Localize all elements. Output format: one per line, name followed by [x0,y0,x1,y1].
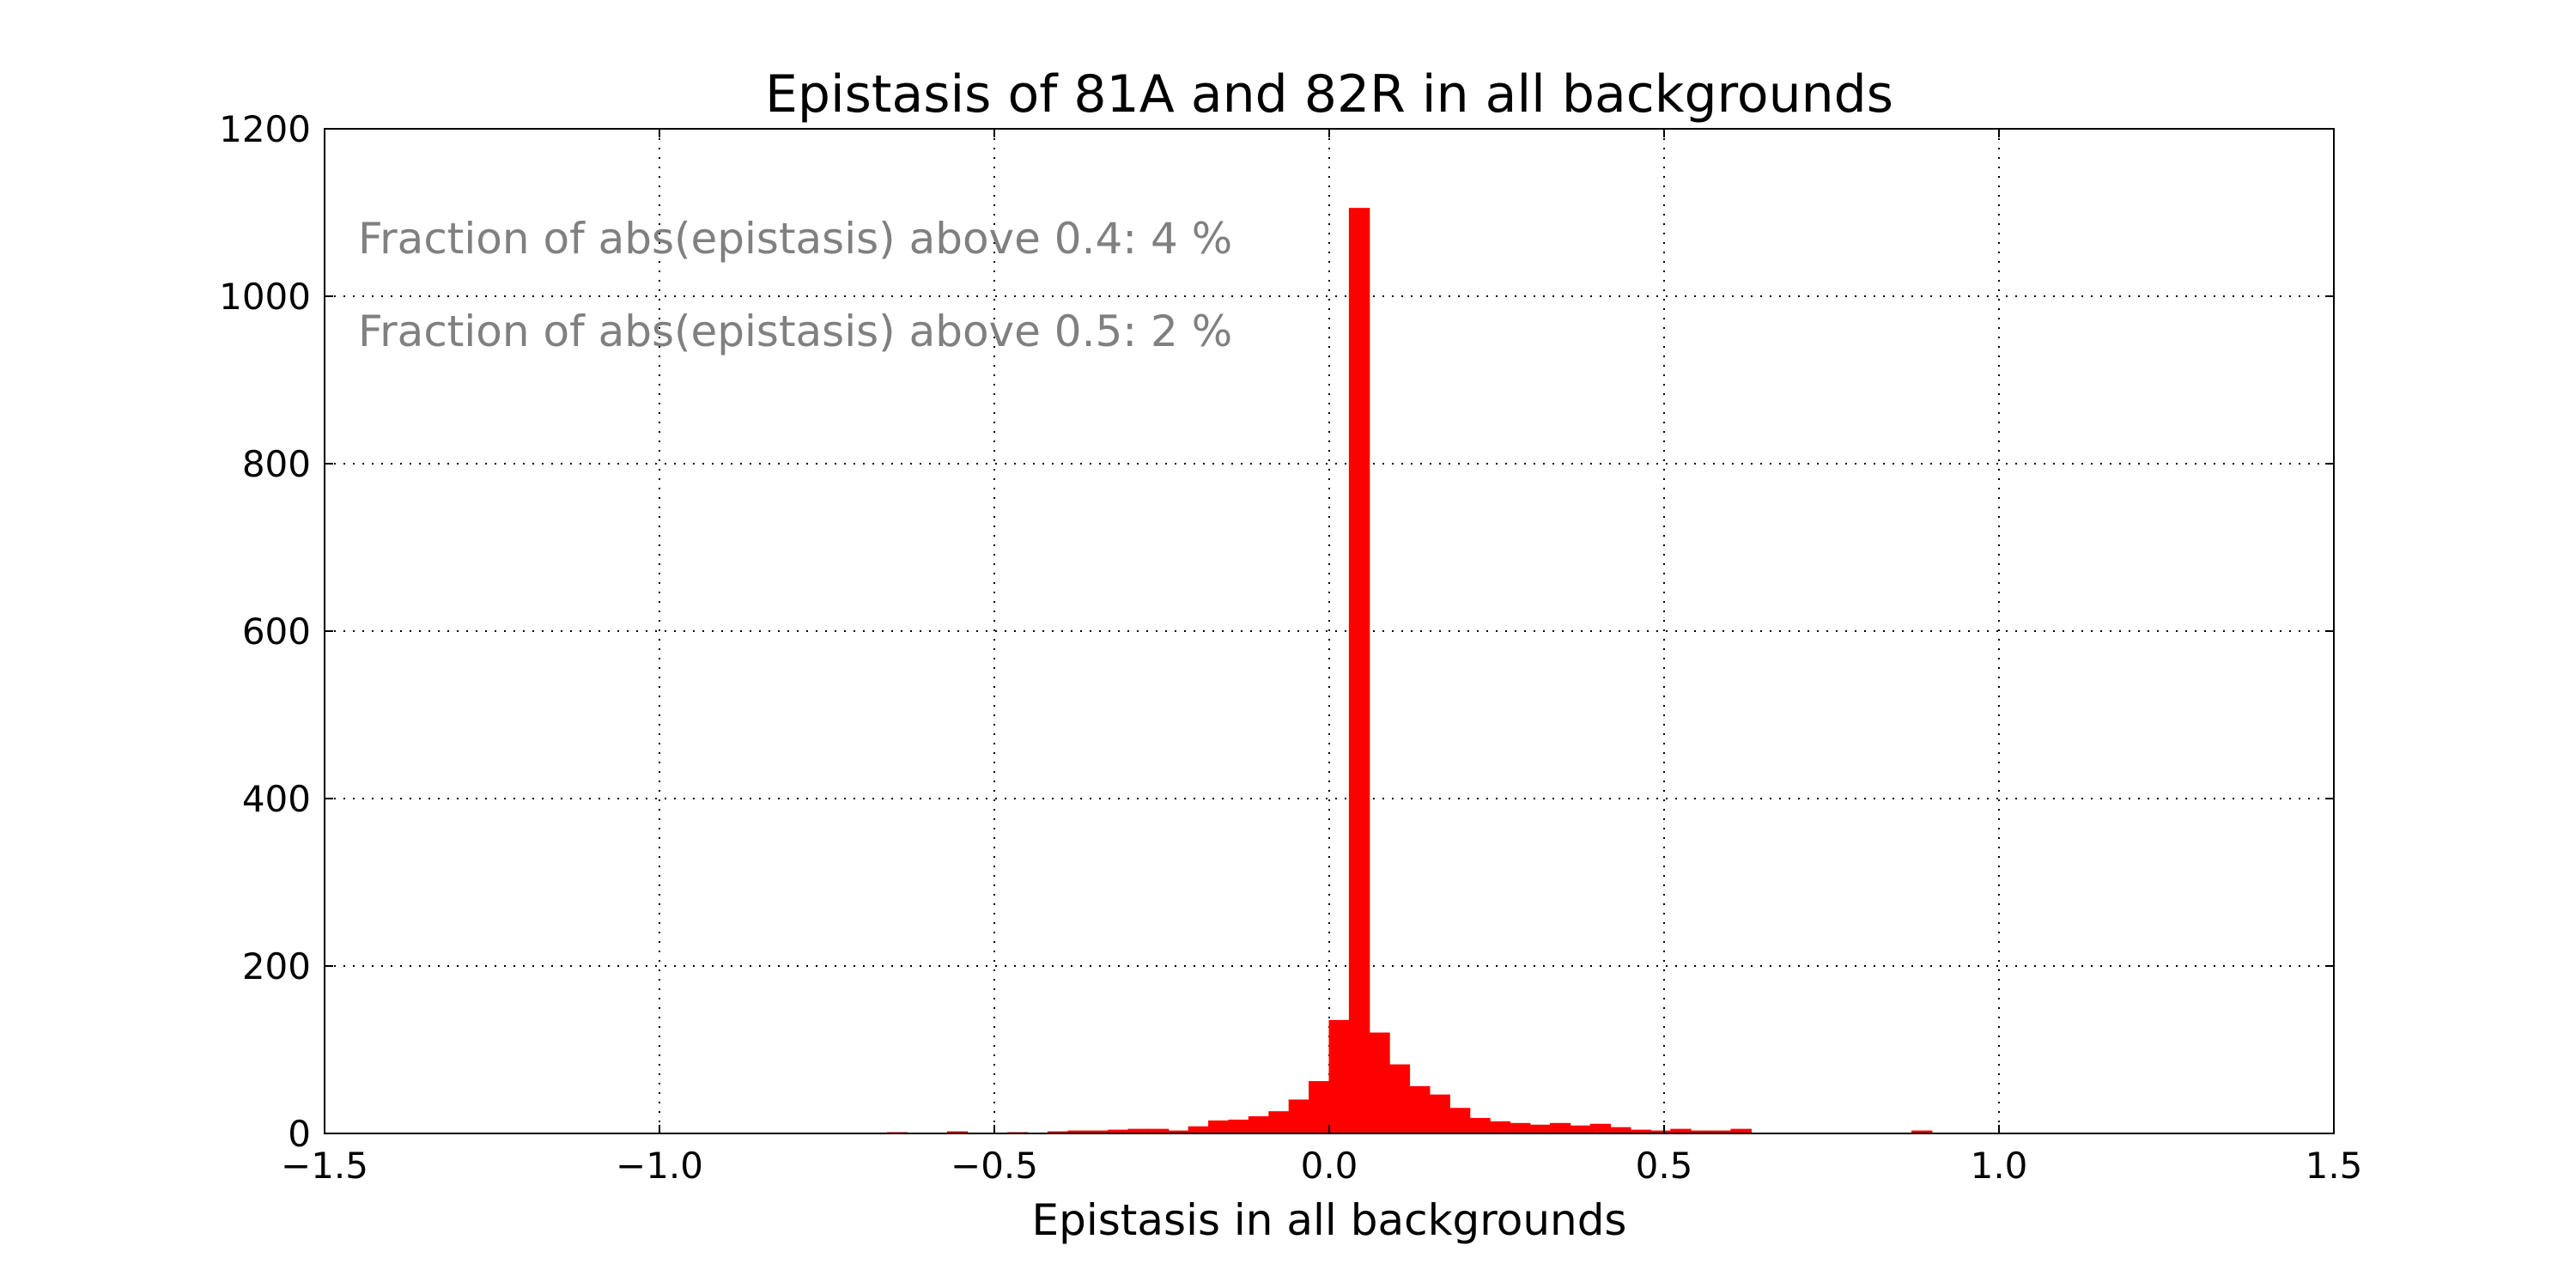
histogram-bar [1309,1081,1330,1134]
histogram-bar [1208,1120,1230,1134]
y-tick-label: 400 [242,778,311,820]
histogram-bar [1549,1122,1571,1134]
histogram-bar [1348,208,1370,1134]
x-tick-label: 1.5 [2306,1145,2363,1187]
histogram-bar [1610,1127,1631,1134]
y-tick-label: 600 [242,611,311,653]
y-axis-ticks: 0 200 400 600 800 1000 1200 [219,108,2334,1155]
histogram-bar [1449,1108,1471,1134]
x-tick-label: 0.0 [1301,1145,1358,1187]
x-tick-label: −0.5 [951,1145,1038,1187]
y-tick-label: 1000 [219,276,311,318]
annotation-fraction-above-0-5: Fraction of abs(epistasis) above 0.5: 2 … [358,307,1232,356]
histogram-bars [886,208,1933,1134]
histogram-bar [1489,1121,1511,1134]
x-tick-label: −1.5 [281,1145,368,1187]
x-axis-label: Epistasis in all backgrounds [1032,1195,1627,1245]
histogram-bar [1529,1124,1551,1134]
histogram-bar [1388,1064,1411,1134]
histogram-bar [1268,1111,1290,1134]
grid-lines [324,128,2335,1134]
y-tick-label: 200 [242,945,311,987]
y-tick-label: 1200 [219,108,311,150]
histogram-bar [1429,1094,1450,1134]
y-tick-label: 0 [288,1113,311,1155]
x-tick-label: 0.5 [1636,1145,1693,1187]
histogram-bar [1288,1099,1310,1134]
histogram-bar [1409,1085,1431,1134]
histogram-bar [1328,1019,1350,1134]
histogram-bar [1248,1116,1270,1134]
chart-title: Epistasis of 81A and 82R in all backgrou… [765,64,1893,125]
histogram-bar [1228,1119,1249,1134]
x-tick-label: −1.0 [616,1145,703,1187]
x-axis-ticks: −1.5 −1.0 −0.5 0.0 0.5 1.0 1.5 [281,129,2362,1187]
histogram-bar [1589,1123,1612,1134]
y-tick-label: 800 [242,443,311,485]
histogram-bar [1369,1032,1390,1134]
x-tick-label: 1.0 [1971,1145,2028,1187]
histogram-bar [1188,1126,1210,1134]
annotation-fraction-above-0-4: Fraction of abs(epistasis) above 0.4: 4 … [358,214,1232,264]
histogram-bar [1510,1122,1531,1134]
histogram-bar [1469,1117,1491,1134]
histogram-bar [1570,1125,1591,1134]
